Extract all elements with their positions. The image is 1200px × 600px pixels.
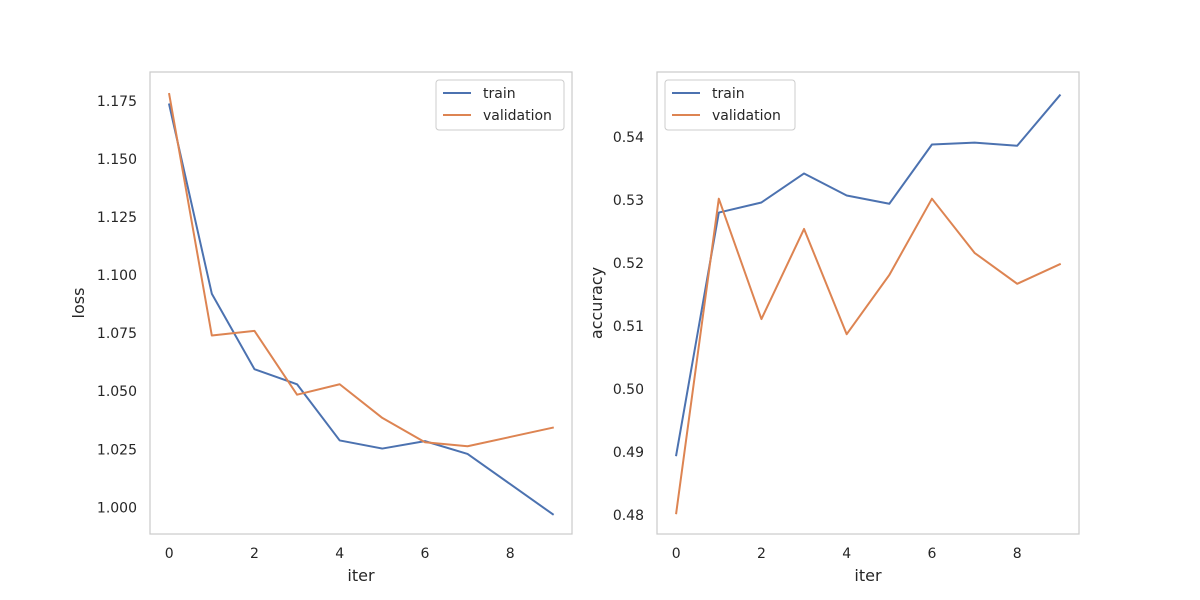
y-tick-label: 1.000 [97, 500, 137, 516]
y-tick-label: 0.50 [613, 382, 644, 398]
series-line-train [675, 93, 1062, 457]
y-tick-label: 1.175 [97, 94, 137, 110]
x-tick-label: 4 [842, 546, 851, 562]
y-tick-label: 1.125 [97, 210, 137, 226]
legend-label: validation [483, 108, 552, 124]
y-tick-label: 0.51 [613, 319, 644, 335]
legend-label: train [483, 86, 516, 102]
legend-label: train [712, 86, 745, 102]
y-axis-label: accuracy [587, 267, 606, 339]
x-tick-label: 8 [506, 546, 515, 562]
y-tick-label: 1.100 [97, 268, 137, 284]
x-tick-label: 8 [1013, 546, 1022, 562]
y-tick-label: 0.49 [613, 445, 644, 461]
x-tick-label: 6 [420, 546, 429, 562]
y-axis-label: loss [69, 288, 88, 319]
series-line-validation [675, 197, 1062, 515]
plot-frame [149, 71, 573, 535]
loss-chart: 0 2 4 6 8 1.000 1.025 1.050 1.075 1.100 1.125 1.150… [69, 71, 573, 585]
y-tick-label: 1.050 [97, 384, 137, 400]
x-axis-label: iter [347, 566, 375, 585]
series-line-validation [168, 92, 555, 448]
legend: train validation [664, 79, 796, 131]
y-tick-label: 1.075 [97, 326, 137, 342]
x-tick-label: 2 [250, 546, 259, 562]
x-tick-label: 2 [757, 546, 766, 562]
x-tick-label: 0 [672, 546, 681, 562]
series-line-train [167, 103, 555, 516]
y-tick-label: 0.52 [613, 256, 644, 272]
accuracy-chart: 0 2 4 6 8 0.48 0.49 0.50 0.51 0.52 0.53 0.54 iter acc… [587, 71, 1080, 585]
y-tick-label: 0.54 [613, 130, 644, 146]
legend-label: validation [712, 108, 781, 124]
y-tick-label: 0.48 [613, 508, 644, 524]
plot-frame [656, 71, 1080, 535]
legend: train validation [435, 79, 565, 131]
x-tick-label: 6 [927, 546, 936, 562]
y-tick-label: 0.53 [613, 193, 644, 209]
y-tick-label: 1.150 [97, 152, 137, 168]
x-tick-label: 4 [335, 546, 344, 562]
x-tick-label: 0 [165, 546, 174, 562]
y-tick-label: 1.025 [97, 442, 137, 458]
x-axis-label: iter [854, 566, 882, 585]
